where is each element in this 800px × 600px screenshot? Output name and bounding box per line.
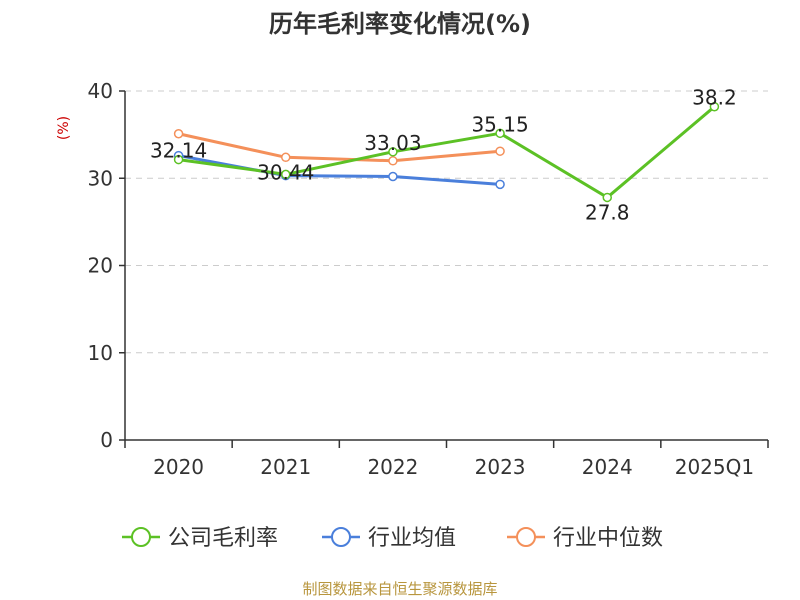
data-label: 27.8 xyxy=(585,200,630,224)
data-label: 35.15 xyxy=(471,112,528,136)
legend-item-0[interactable]: 公司毛利率 xyxy=(122,526,278,551)
data-point[interactable] xyxy=(281,169,291,180)
data-point[interactable] xyxy=(709,101,720,112)
legend-marker xyxy=(131,527,151,547)
y-axis-label: (%) xyxy=(56,116,72,140)
series-line xyxy=(178,105,716,199)
data-point[interactable] xyxy=(495,179,505,190)
series-1 xyxy=(173,150,505,190)
legend-label: 行业均值 xyxy=(368,526,456,551)
x-tick-label: 2023 xyxy=(475,455,526,479)
legend: 公司毛利率 行业均值 行业中位数 xyxy=(122,526,663,551)
x-tick-label: 2021 xyxy=(260,455,311,479)
data-point[interactable] xyxy=(602,192,612,203)
legend-label: 公司毛利率 xyxy=(168,526,278,551)
data-label: 32.14 xyxy=(150,139,207,163)
data-point[interactable] xyxy=(388,147,398,157)
legend-marker xyxy=(331,527,351,547)
data-point[interactable] xyxy=(388,171,398,182)
series-line xyxy=(178,132,501,163)
series xyxy=(173,101,720,203)
x-tick-label: 2020 xyxy=(153,455,204,479)
y-tick-label: 30 xyxy=(88,166,113,190)
data-point[interactable] xyxy=(281,152,291,163)
x-tick-label: 2025Q1 xyxy=(675,455,754,479)
legend-item-2[interactable]: 行业中位数 xyxy=(507,526,663,551)
data-point[interactable] xyxy=(388,156,398,166)
axes: 0 10 20 30 40 2020 2021 2022 2023 2024 2025Q1 xyxy=(88,79,769,479)
y-tick-label: 10 xyxy=(88,341,113,365)
legend-marker xyxy=(516,527,536,547)
legend-item-1[interactable]: 行业均值 xyxy=(322,526,456,551)
data-point[interactable] xyxy=(495,146,505,156)
data-point[interactable] xyxy=(173,129,184,139)
y-tick-label: 0 xyxy=(100,428,113,452)
series-2 xyxy=(173,129,505,166)
chart-title: 历年毛利率变化情况(%) xyxy=(269,10,531,38)
source-note: 制图数据来自恒生聚源数据库 xyxy=(302,580,497,598)
legend-label: 行业中位数 xyxy=(553,526,663,551)
data-label: 38.2 xyxy=(692,86,737,110)
data-point[interactable] xyxy=(173,154,184,165)
grid xyxy=(125,90,768,354)
series-0 xyxy=(173,101,720,203)
x-tick-label: 2022 xyxy=(367,455,418,479)
data-label: 30.44 xyxy=(257,160,314,184)
data-point[interactable] xyxy=(495,128,505,139)
x-tick-label: 2024 xyxy=(582,455,633,479)
y-tick-label: 20 xyxy=(88,254,113,278)
data-labels: 32.14 30.44 33.03 35.15 27.8 38.2 xyxy=(150,86,737,225)
y-tick-label: 40 xyxy=(88,79,113,103)
data-label: 33.03 xyxy=(364,131,421,155)
